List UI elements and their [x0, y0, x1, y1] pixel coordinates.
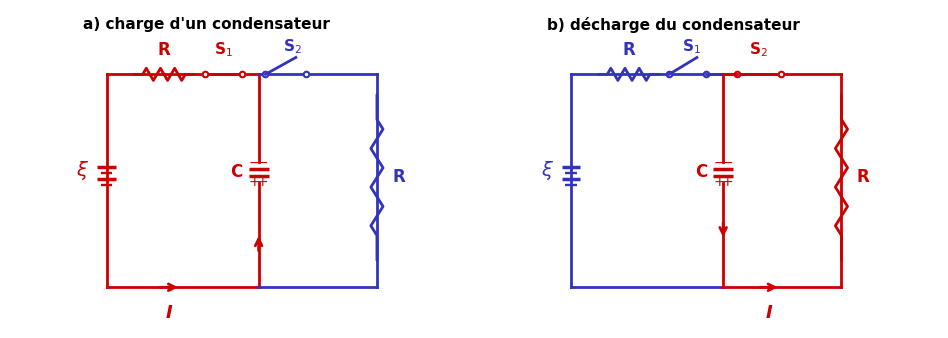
Text: −: −	[257, 156, 268, 170]
Text: $\xi$: $\xi$	[77, 159, 89, 182]
Text: S$_2$: S$_2$	[749, 41, 768, 59]
Text: $\xi$: $\xi$	[541, 159, 554, 182]
Text: S$_1$: S$_1$	[682, 37, 701, 56]
Text: S$_2$: S$_2$	[283, 37, 301, 56]
Text: C: C	[230, 163, 243, 182]
Text: S$_1$: S$_1$	[213, 41, 232, 59]
Text: R: R	[622, 41, 635, 59]
Text: −: −	[248, 156, 261, 170]
Text: +: +	[248, 175, 261, 189]
Text: I: I	[765, 304, 773, 322]
Text: R: R	[157, 41, 171, 59]
Text: −: −	[721, 156, 733, 170]
Text: b) décharge du condensateur: b) décharge du condensateur	[547, 17, 800, 33]
Text: −: −	[713, 156, 725, 170]
Text: +: +	[713, 175, 725, 189]
Text: a) charge d'un condensateur: a) charge d'un condensateur	[82, 17, 330, 32]
Text: I: I	[166, 304, 173, 322]
Text: R: R	[857, 168, 869, 187]
Text: R: R	[392, 168, 405, 187]
Text: +: +	[721, 175, 733, 189]
Text: +: +	[257, 175, 268, 189]
Text: C: C	[695, 163, 707, 182]
